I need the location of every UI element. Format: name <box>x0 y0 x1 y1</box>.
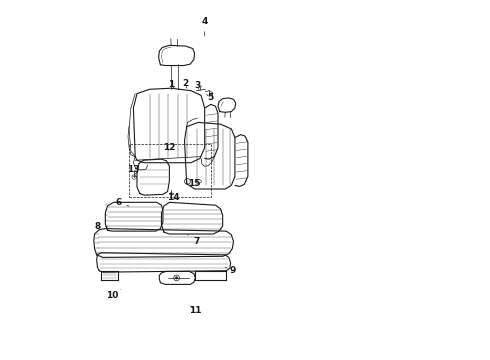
Text: 13: 13 <box>127 165 140 174</box>
Text: 2: 2 <box>182 79 189 88</box>
Text: 15: 15 <box>188 179 201 188</box>
Bar <box>129 144 211 197</box>
Text: 11: 11 <box>190 306 202 315</box>
Text: 7: 7 <box>187 235 199 246</box>
Text: 8: 8 <box>94 222 107 231</box>
Circle shape <box>175 277 178 279</box>
Text: 9: 9 <box>225 266 236 275</box>
Text: 12: 12 <box>163 143 175 152</box>
Text: 6: 6 <box>115 198 129 207</box>
Text: 1: 1 <box>168 80 175 89</box>
Text: 5: 5 <box>206 94 214 102</box>
Text: 4: 4 <box>201 17 208 36</box>
Text: 10: 10 <box>106 289 121 300</box>
Text: 14: 14 <box>167 193 179 202</box>
Text: 3: 3 <box>195 81 200 90</box>
